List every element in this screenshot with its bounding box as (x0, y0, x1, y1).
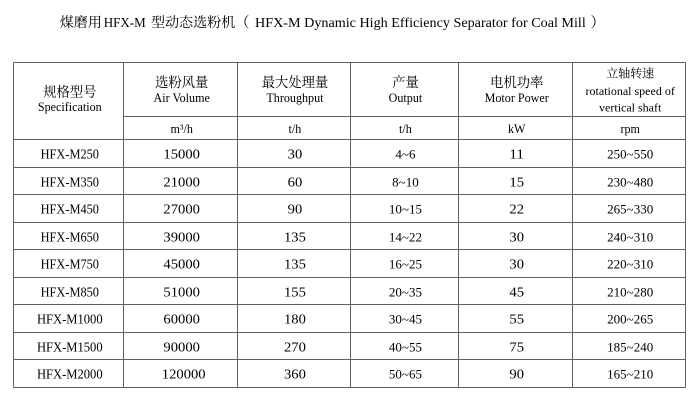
svg-text:HFX-M1000: HFX-M1000 (37, 311, 103, 326)
svg-text:135: 135 (284, 256, 306, 271)
svg-text:39000: 39000 (163, 229, 200, 244)
svg-text:30: 30 (288, 146, 303, 161)
svg-text:210~280: 210~280 (607, 284, 653, 299)
svg-text:200~265: 200~265 (607, 311, 653, 326)
svg-text:40~55: 40~55 (389, 339, 422, 354)
svg-text:45000: 45000 (163, 256, 200, 271)
svg-text:155: 155 (284, 284, 306, 299)
svg-text:10~15: 10~15 (389, 201, 422, 216)
svg-text:HFX-M650: HFX-M650 (41, 229, 100, 244)
svg-text:HFX-M850: HFX-M850 (41, 284, 100, 299)
svg-text:60000: 60000 (163, 311, 200, 326)
svg-text:30: 30 (509, 229, 524, 244)
svg-text:135: 135 (284, 229, 306, 244)
svg-text:HFX-M350: HFX-M350 (41, 174, 100, 189)
svg-text:90: 90 (288, 201, 303, 216)
svg-text:165~210: 165~210 (607, 366, 653, 381)
svg-text:250~550: 250~550 (607, 146, 653, 161)
svg-text:21000: 21000 (163, 174, 200, 189)
svg-text:14~22: 14~22 (389, 229, 422, 244)
svg-text:HFX-M: HFX-M (104, 16, 147, 31)
svg-text:16~25: 16~25 (389, 256, 422, 271)
svg-text:HFX-M Dynamic High Efficiency: HFX-M Dynamic High Efficiency Separator … (255, 15, 586, 31)
svg-text:m³/h: m³/h (170, 122, 192, 136)
svg-text:30~45: 30~45 (389, 311, 422, 326)
svg-text:8~10: 8~10 (392, 174, 419, 189)
svg-text:55: 55 (509, 311, 524, 326)
svg-text:270: 270 (284, 339, 306, 354)
svg-text:180: 180 (284, 311, 306, 326)
svg-text:120000: 120000 (162, 366, 206, 381)
svg-text:HFX-M250: HFX-M250 (41, 146, 100, 161)
svg-text:265~330: 265~330 (607, 201, 653, 216)
svg-text:185~240: 185~240 (607, 339, 653, 354)
svg-text:90: 90 (509, 366, 524, 381)
svg-text:230~480: 230~480 (607, 174, 653, 189)
svg-text:t/h: t/h (289, 122, 302, 136)
svg-text:11: 11 (509, 146, 524, 161)
svg-text:Specification: Specification (38, 100, 102, 114)
svg-text:240~310: 240~310 (607, 229, 653, 244)
svg-text:30: 30 (509, 256, 524, 271)
svg-text:vertical shaft: vertical shaft (599, 101, 662, 115)
svg-text:27000: 27000 (163, 201, 200, 216)
svg-text:kW: kW (508, 122, 526, 136)
svg-text:HFX-M2000: HFX-M2000 (37, 366, 103, 381)
svg-text:15: 15 (509, 174, 524, 189)
svg-text:HFX-M450: HFX-M450 (41, 201, 100, 216)
svg-text:HFX-M750: HFX-M750 (41, 256, 100, 271)
svg-text:360: 360 (284, 366, 306, 381)
svg-text:rpm: rpm (620, 122, 640, 136)
svg-text:Motor Power: Motor Power (485, 91, 549, 105)
svg-text:22: 22 (509, 201, 524, 216)
svg-text:15000: 15000 (163, 146, 200, 161)
svg-text:90000: 90000 (163, 339, 200, 354)
svg-text:t/h: t/h (399, 122, 412, 136)
svg-text:4~6: 4~6 (395, 146, 416, 161)
svg-text:Air Volume: Air Volume (154, 91, 210, 105)
svg-text:Throughput: Throughput (266, 91, 324, 105)
svg-text:75: 75 (509, 339, 524, 354)
svg-text:220~310: 220~310 (607, 256, 653, 271)
svg-text:20~35: 20~35 (389, 284, 422, 299)
svg-text:50~65: 50~65 (389, 366, 422, 381)
svg-text:HFX-M1500: HFX-M1500 (37, 339, 103, 354)
svg-text:51000: 51000 (163, 284, 200, 299)
svg-text:45: 45 (509, 284, 524, 299)
svg-text:Output: Output (389, 91, 423, 105)
svg-text:60: 60 (288, 174, 303, 189)
svg-text:rotational speed of: rotational speed of (586, 84, 675, 98)
